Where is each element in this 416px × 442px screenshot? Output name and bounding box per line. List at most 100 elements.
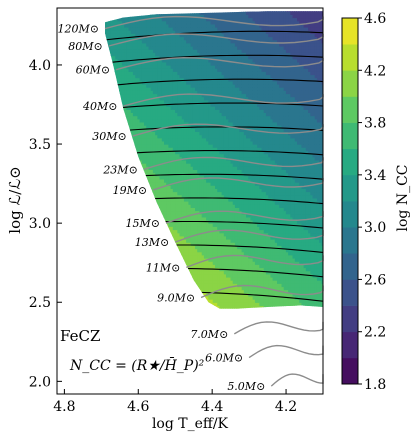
heatmap-cell xyxy=(296,77,300,82)
heatmap-cell xyxy=(241,36,244,41)
heatmap-cell xyxy=(258,242,262,246)
heatmap-cell xyxy=(307,280,311,284)
heatmap-cell xyxy=(238,11,242,15)
heatmap-cell xyxy=(300,302,304,306)
heatmap-cell xyxy=(298,289,302,294)
heatmap-cell xyxy=(280,68,284,72)
heatmap-cell xyxy=(285,33,289,38)
heatmap-cell xyxy=(241,245,244,250)
heatmap-cell xyxy=(245,52,249,57)
heatmap-cell xyxy=(300,65,304,69)
heatmap-cell xyxy=(254,185,258,189)
heatmap-cell xyxy=(260,223,264,227)
heatmap-cell xyxy=(245,80,249,85)
heatmap-cell xyxy=(296,254,300,259)
heatmap-cell xyxy=(241,182,244,186)
heatmap-cell xyxy=(272,220,275,224)
heatmap-cell xyxy=(276,137,280,142)
heatmap-cell xyxy=(249,216,253,221)
heatmap-cell xyxy=(316,175,320,180)
heatmap-cell xyxy=(263,169,266,174)
heatmap-cell xyxy=(256,115,260,120)
heatmap-cell xyxy=(292,134,295,139)
heatmap-cell xyxy=(287,11,291,12)
heatmap-cell xyxy=(267,295,271,300)
heatmap-cell xyxy=(258,11,262,12)
heatmap-cell xyxy=(294,147,297,151)
heatmap-cell xyxy=(234,163,238,167)
heatmap-cell xyxy=(320,99,323,104)
heatmap-cell xyxy=(219,309,222,313)
heatmap-cell xyxy=(238,197,242,202)
heatmap-cell xyxy=(274,159,277,164)
heatmap-cell xyxy=(229,235,233,240)
heatmap-cell xyxy=(232,166,235,170)
heatmap-cell xyxy=(316,204,320,208)
heatmap-cell xyxy=(276,242,280,246)
heatmap-cell xyxy=(292,71,295,76)
heatmap-cell xyxy=(309,87,313,91)
heatmap-cell xyxy=(243,102,246,107)
heatmap-cell xyxy=(287,96,291,101)
heatmap-cell xyxy=(296,251,300,256)
heatmap-cell xyxy=(285,58,289,63)
heatmap-cell xyxy=(241,258,244,262)
heatmap-cell xyxy=(287,172,291,177)
heatmap-cell xyxy=(267,248,271,253)
heatmap-cell xyxy=(243,83,246,88)
heatmap-cell xyxy=(245,220,249,224)
heatmap-cell xyxy=(229,197,233,202)
heatmap-cell xyxy=(265,223,269,227)
heatmap-cell xyxy=(236,23,240,28)
heatmap-cell xyxy=(258,134,262,139)
heatmap-cell xyxy=(311,80,315,85)
heatmap-cell xyxy=(234,80,238,85)
heatmap-cell xyxy=(309,270,313,275)
heatmap-cell xyxy=(256,134,260,139)
heatmap-cell xyxy=(296,137,300,142)
heatmap-cell xyxy=(314,23,317,28)
heatmap-cell xyxy=(296,201,300,205)
heatmap-cell xyxy=(283,33,286,38)
heatmap-cell xyxy=(296,315,299,319)
heatmap-cell xyxy=(243,312,246,316)
heatmap-cell xyxy=(287,58,291,63)
heatmap-cell xyxy=(234,309,237,313)
heatmap-cell xyxy=(260,220,264,224)
heatmap-cell xyxy=(303,216,306,221)
heatmap-cell xyxy=(249,229,253,234)
heatmap-cell xyxy=(234,178,238,183)
heatmap-cell xyxy=(285,235,289,240)
heatmap-cell xyxy=(272,264,275,269)
heatmap-cell xyxy=(316,267,320,272)
heatmap-cell xyxy=(229,150,233,155)
heatmap-cell xyxy=(274,99,277,104)
heatmap-cell xyxy=(300,131,304,136)
heatmap-cell xyxy=(269,106,273,110)
heatmap-cell xyxy=(249,99,253,104)
heatmap-cell xyxy=(289,289,293,294)
heatmap-cell xyxy=(243,128,246,132)
heatmap-cell xyxy=(267,273,271,278)
heatmap-cell xyxy=(232,289,235,294)
heatmap-cell xyxy=(249,213,253,218)
heatmap-cell xyxy=(276,309,279,313)
heatmap-cell xyxy=(252,52,255,57)
heatmap-cell xyxy=(243,137,246,142)
heatmap-cell xyxy=(236,292,240,297)
heatmap-cell xyxy=(305,305,309,309)
heatmap-cell xyxy=(311,74,315,79)
heatmap-cell xyxy=(309,27,313,31)
heatmap-cell xyxy=(241,134,244,139)
heatmap-cell xyxy=(245,251,249,256)
heatmap-cell xyxy=(309,283,313,288)
heatmap-cell xyxy=(236,74,240,79)
heatmap-cell xyxy=(247,185,251,189)
heatmap-cell xyxy=(283,309,286,313)
heatmap-cell xyxy=(309,280,313,284)
heatmap-cell xyxy=(285,201,289,205)
heatmap-cell xyxy=(269,178,273,183)
heatmap-cell xyxy=(234,312,237,316)
heatmap-cell xyxy=(320,14,323,19)
heatmap-cell xyxy=(314,102,317,107)
